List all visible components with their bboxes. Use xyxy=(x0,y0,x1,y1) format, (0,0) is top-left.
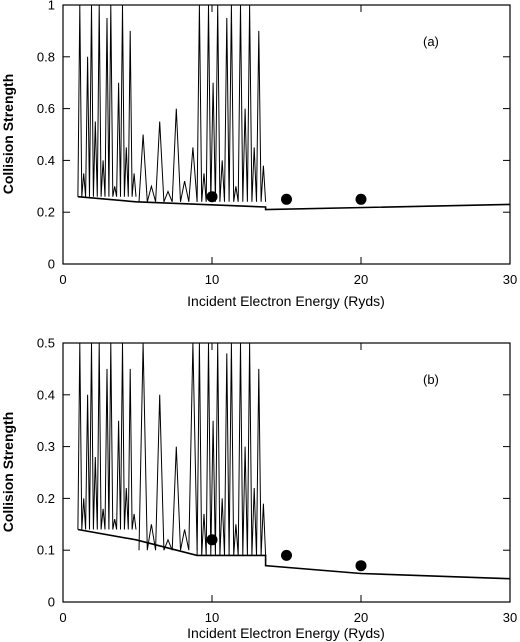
plot-frame xyxy=(62,342,511,603)
y-tick-label: 0.4 xyxy=(37,387,55,402)
y-tick-label: 0.2 xyxy=(37,205,55,220)
data-marks xyxy=(77,4,511,211)
x-tick-label: 30 xyxy=(503,272,517,287)
y-axis-label: Collision Strength xyxy=(0,74,16,195)
data-marks xyxy=(77,342,511,580)
data-point xyxy=(281,549,292,561)
panel-label: (a) xyxy=(423,34,439,49)
resonance-band-0 xyxy=(77,4,137,197)
x-tick-label: 20 xyxy=(354,610,368,625)
x-axis-label: Incident Electron Energy (Ryds) xyxy=(187,293,385,309)
y-axis-label: Collision Strength xyxy=(0,412,16,533)
x-tick-label: 10 xyxy=(205,272,219,287)
y-tick-label: 0.3 xyxy=(37,439,55,454)
axis-ticks: 0 0.1 0.2 0.3 0.4 0.5 0 10 20 30 xyxy=(37,336,517,626)
resonance-band-2 xyxy=(196,4,267,202)
x-axis-label: Incident Electron Energy (Ryds) xyxy=(187,625,385,641)
resonance-band-0 xyxy=(77,342,137,530)
panel-a: 00.20.40.60.810 10 20 30 (a) Incident Elect… xyxy=(0,0,517,309)
panel-b: 0 0.1 0.2 0.3 0.4 0.5 0 10 20 30 (b) Incident Ele… xyxy=(0,336,517,642)
data-point xyxy=(355,560,367,572)
x-tick-label: 10 xyxy=(205,610,219,625)
data-point xyxy=(281,193,292,205)
data-point xyxy=(206,191,218,203)
background-curve xyxy=(77,528,511,580)
y-tick-label: 0 xyxy=(48,595,55,610)
x-tick-label: 0 xyxy=(59,272,66,287)
y-tick-label: 0.8 xyxy=(37,49,55,64)
data-point xyxy=(355,193,367,205)
resonance-band-1 xyxy=(138,108,198,202)
x-tick-label: 30 xyxy=(503,610,517,625)
y-tick-label: 0.2 xyxy=(37,491,55,506)
y-tick-label: 1 xyxy=(48,0,55,13)
x-tick-label: 0 xyxy=(59,610,66,625)
resonance-band-1 xyxy=(138,342,198,551)
y-tick-label: 0.5 xyxy=(37,336,55,351)
axis-ticks: 00.20.40.60.810 10 20 30 xyxy=(37,0,517,287)
y-tick-label: 0.4 xyxy=(37,153,55,168)
plot-frame xyxy=(62,4,511,265)
background-curve xyxy=(77,195,511,211)
data-point xyxy=(206,534,218,546)
y-tick-label: 0 xyxy=(48,257,55,272)
x-tick-label: 20 xyxy=(354,272,368,287)
y-tick-label: 0.1 xyxy=(37,543,55,558)
resonance-band-2 xyxy=(196,342,267,556)
panel-label: (b) xyxy=(423,372,439,387)
y-tick-label: 0.6 xyxy=(37,101,55,116)
